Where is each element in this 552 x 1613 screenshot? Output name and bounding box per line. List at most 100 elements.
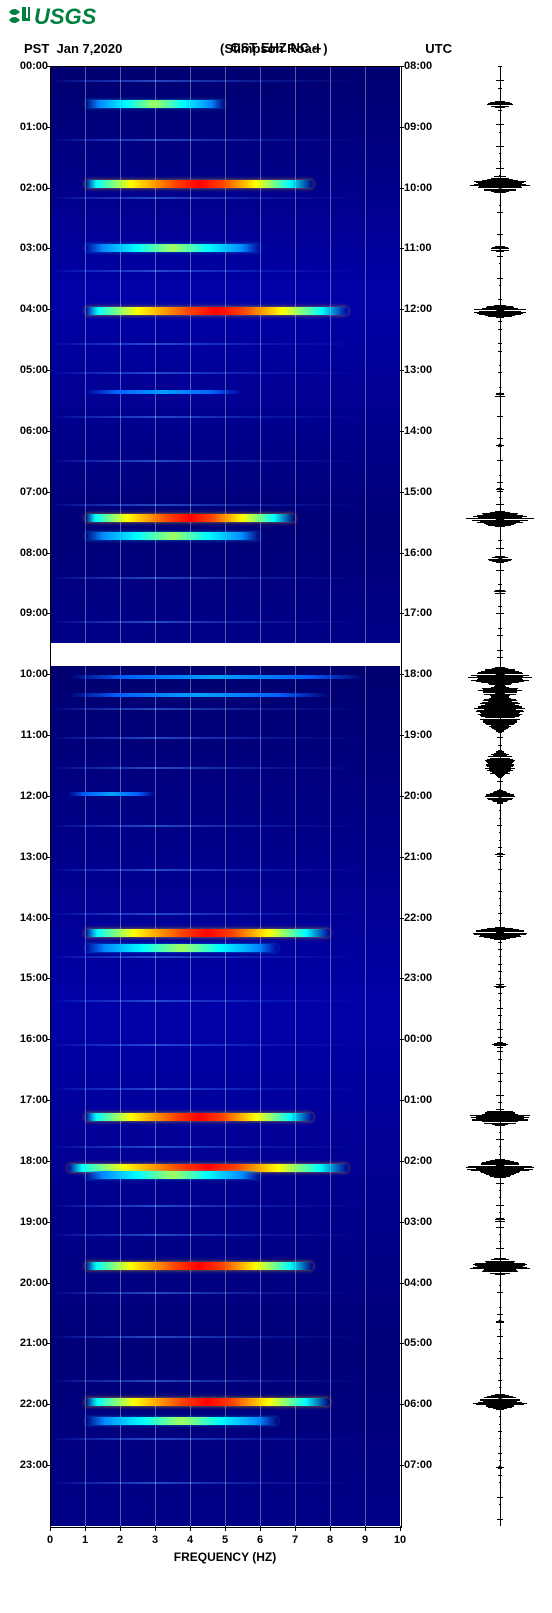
- seis-event: [498, 761, 503, 766]
- station-name: (Stimpson Road ): [220, 41, 328, 56]
- pst-hour-label: 09:00: [4, 607, 48, 619]
- freq-tick-label: 7: [292, 1534, 298, 1546]
- seis-event: [498, 794, 502, 798]
- spectral-event: [85, 1262, 313, 1270]
- pst-hour-label: 02:00: [4, 182, 48, 194]
- svg-text:USGS: USGS: [34, 4, 97, 29]
- seis-event: [498, 558, 502, 562]
- pst-hour-label: 17:00: [4, 1094, 48, 1106]
- pst-hour-label: 01:00: [4, 121, 48, 133]
- seis-event: [499, 1466, 502, 1469]
- utc-hour-label: 23:00: [404, 972, 448, 984]
- utc-hour-label: 10:00: [404, 182, 448, 194]
- utc-hour-label: 22:00: [404, 912, 448, 924]
- seis-event: [495, 671, 505, 681]
- utc-hour-label: 12:00: [404, 303, 448, 315]
- freq-tick-label: 8: [327, 1534, 333, 1546]
- utc-hour-label: 21:00: [404, 851, 448, 863]
- seis-event: [496, 1113, 505, 1122]
- usgs-logo: USGS: [0, 0, 552, 34]
- pst-hour-label: 18:00: [4, 1155, 48, 1167]
- freq-tick-label: 9: [362, 1534, 368, 1546]
- spectral-event: [85, 390, 243, 394]
- utc-hour-label: 13:00: [404, 364, 448, 376]
- spectral-event: [85, 532, 260, 540]
- freq-tick-label: 3: [152, 1534, 158, 1546]
- pst-hour-label: 16:00: [4, 1033, 48, 1045]
- spectral-event: [85, 244, 260, 252]
- seis-event: [496, 180, 505, 189]
- pst-hour-label: 07:00: [4, 486, 48, 498]
- seismogram: [460, 66, 540, 1526]
- utc-hour-label: 16:00: [404, 547, 448, 559]
- freq-tick-label: 5: [222, 1534, 228, 1546]
- utc-hour-label: 20:00: [404, 790, 448, 802]
- freq-tick-label: 6: [257, 1534, 263, 1546]
- spectrogram: [50, 66, 400, 1526]
- utc-hour-label: 15:00: [404, 486, 448, 498]
- utc-hour-label: 18:00: [404, 668, 448, 680]
- freq-tick-label: 1: [82, 1534, 88, 1546]
- spectral-event: [68, 675, 366, 679]
- utc-hour-label: 08:00: [404, 60, 448, 72]
- freq-tick-label: 2: [117, 1534, 123, 1546]
- freq-tick-label: 10: [394, 1534, 406, 1546]
- seis-event: [498, 102, 502, 106]
- pst-hour-label: 11:00: [4, 729, 48, 741]
- utc-hour-label: 17:00: [404, 607, 448, 619]
- pst-hour-label: 08:00: [4, 547, 48, 559]
- utc-hour-label: 14:00: [404, 425, 448, 437]
- seis-event: [495, 1163, 505, 1173]
- utc-hour-label: 06:00: [404, 1398, 448, 1410]
- pst-hour-label: 13:00: [4, 851, 48, 863]
- seis-event: [499, 444, 502, 447]
- seis-event: [499, 1043, 502, 1046]
- pst-hour-label: 06:00: [4, 425, 48, 437]
- seis-event: [499, 1320, 502, 1323]
- pst-hour-label: 00:00: [4, 60, 48, 72]
- spectral-event: [85, 1113, 313, 1121]
- spectral-event: [85, 944, 278, 952]
- freq-tick-label: 4: [187, 1534, 193, 1546]
- seis-event: [499, 853, 502, 856]
- seis-event: [497, 708, 504, 715]
- utc-hour-label: 09:00: [404, 121, 448, 133]
- seis-event: [499, 1218, 502, 1221]
- seis-event: [496, 307, 504, 315]
- spectral-event: [85, 100, 225, 108]
- seis-event: [499, 247, 502, 250]
- spectral-event: [85, 514, 295, 522]
- pst-hour-label: 04:00: [4, 303, 48, 315]
- pst-hour-label: 12:00: [4, 790, 48, 802]
- utc-hour-label: 04:00: [404, 1277, 448, 1289]
- pst-hour-label: 15:00: [4, 972, 48, 984]
- seis-event: [496, 1262, 505, 1271]
- utc-hour-label: 11:00: [404, 242, 448, 254]
- utc-hour-label: 00:00: [404, 1033, 448, 1045]
- utc-hour-label: 02:00: [404, 1155, 448, 1167]
- pst-hour-label: 14:00: [4, 912, 48, 924]
- freq-tick-label: 0: [47, 1534, 53, 1546]
- sub-labels: PST Jan 7,2020 (Stimpson Road ) UTC: [0, 41, 552, 56]
- pst-hour-label: 23:00: [4, 1459, 48, 1471]
- utc-hour-label: 19:00: [404, 729, 448, 741]
- spectral-event: [68, 792, 156, 796]
- utc-hour-label: 07:00: [404, 1459, 448, 1471]
- seis-event: [499, 488, 502, 491]
- right-tz: UTC: [425, 41, 452, 56]
- left-tz-date: PST Jan 7,2020: [24, 41, 122, 56]
- chart-area: FREQUENCY (HZ) 00:00 01:00 02:00 03:00 04:00…: [0, 56, 552, 1586]
- x-axis-title: FREQUENCY (HZ): [50, 1550, 400, 1564]
- spectral-event: [85, 1417, 278, 1425]
- seis-event: [496, 514, 505, 523]
- pst-hour-label: 03:00: [4, 242, 48, 254]
- utc-hour-label: 03:00: [404, 1216, 448, 1228]
- pst-hour-label: 19:00: [4, 1216, 48, 1228]
- spectral-event: [85, 929, 330, 937]
- seis-event: [499, 393, 502, 396]
- spectral-event: [85, 1171, 260, 1179]
- utc-hour-label: 05:00: [404, 1337, 448, 1349]
- pst-hour-label: 22:00: [4, 1398, 48, 1410]
- seis-event: [496, 1398, 504, 1406]
- spectral-event: [85, 1398, 330, 1406]
